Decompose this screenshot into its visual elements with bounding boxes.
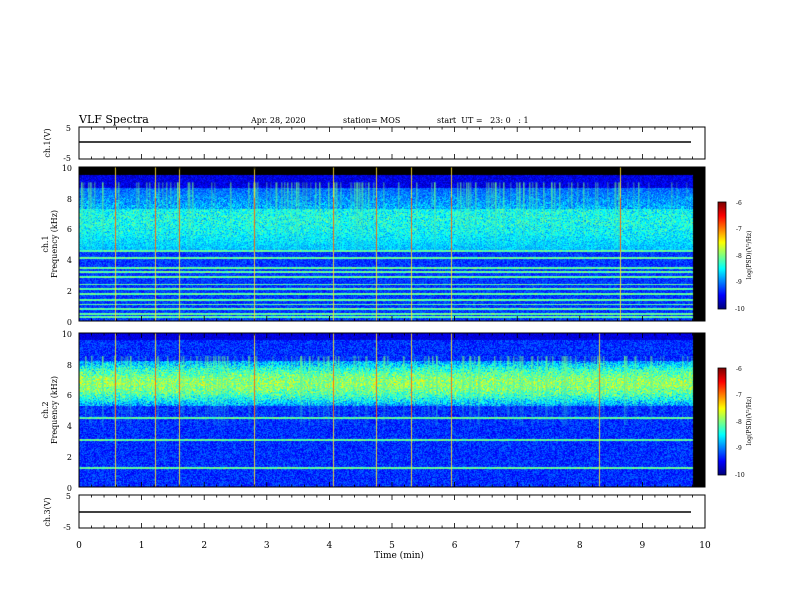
ch2-freq-tick-2: 2	[67, 453, 72, 462]
ch1-waveform-frame	[78, 126, 706, 160]
ch2-cbar-tick-m9: -9	[736, 445, 742, 452]
ch3-ytick-top: 5	[66, 492, 71, 501]
ch2-freq-tick-0: 0	[67, 484, 72, 493]
ch1-colorbar-frame	[717, 201, 727, 310]
ch1-cbar-tick-m10: -10	[735, 306, 745, 313]
ch1-spectrogram-ticks	[78, 167, 706, 321]
ch1-cbar-tick-m9: -9	[736, 279, 742, 286]
x-tick-1: 1	[139, 541, 145, 551]
date-label: Apr. 28, 2020	[250, 116, 306, 125]
ch1-spectrogram-holder	[79, 167, 705, 321]
ch3-ylabel: ch.3(V)	[43, 497, 52, 526]
ch1-freq-tick-6: 6	[67, 225, 72, 234]
ch2-ylabel-frequency: Frequency (kHz)	[50, 376, 59, 444]
ch1-ylabel-channel: ch.1	[41, 235, 50, 252]
ch2-colorbar-label: log(PSD)(V²/Hz)	[746, 397, 753, 446]
ch2-freq-tick-4: 4	[67, 422, 72, 431]
ch3-waveform-panel: 5 -5 ch.3(V)	[43, 492, 706, 532]
ch1-cbar-tick-m8: -8	[736, 253, 742, 260]
ch3-waveform-ticks	[78, 495, 706, 528]
ch2-ylabel-channel: ch.2	[41, 401, 50, 418]
ch2-cbar-tick-m8: -8	[736, 419, 742, 426]
start-time-label: start UT = 23: 0 : 1	[437, 116, 529, 125]
x-axis: 0 1 2 3 4 5 6 7 8 9 10 Time (min)	[76, 541, 711, 561]
ch1-freq-tick-8: 8	[67, 195, 72, 204]
ch1-cbar-tick-m6: -6	[736, 200, 742, 207]
x-tick-0: 0	[76, 541, 82, 551]
ch2-spectrogram-holder	[79, 333, 705, 487]
ch1-freq-tick-2: 2	[67, 287, 72, 296]
x-tick-2: 2	[201, 541, 207, 551]
ch1-cbar-tick-m7: -7	[736, 226, 742, 233]
x-tick-3: 3	[264, 541, 270, 551]
ch2-colorbar-frame	[717, 367, 727, 476]
ch2-cbar-tick-m7: -7	[736, 392, 742, 399]
ch1-colorbar-label: log(PSD)(V²/Hz)	[746, 231, 753, 280]
figure-title: VLF Spectra	[78, 113, 149, 126]
ch1-ytick-bottom: -5	[63, 154, 71, 163]
ch1-waveform-panel: 5 -5 ch.1(V)	[43, 124, 706, 163]
ch1-ytick-top: 5	[66, 124, 71, 133]
x-tick-5: 5	[389, 541, 395, 551]
ch2-freq-tick-10: 10	[62, 330, 72, 339]
ch1-spectrogram-panel: 0 2 4 6 8 10 ch.1 Frequency (kHz) -6 -7 …	[41, 164, 753, 327]
x-tick-6: 6	[452, 541, 458, 551]
x-tick-7: 7	[514, 541, 520, 551]
x-axis-label: Time (min)	[374, 550, 424, 561]
ch1-waveform-ticks	[78, 127, 706, 159]
ch2-freq-tick-8: 8	[67, 361, 72, 370]
ch2-cbar-tick-m10: -10	[735, 472, 745, 479]
ch1-colorbar-holder	[718, 202, 726, 309]
ch2-freq-tick-6: 6	[67, 391, 72, 400]
ch2-colorbar-holder	[718, 368, 726, 475]
ch2-spectrogram-panel: 0 2 4 6 8 10 ch.2 Frequency (kHz) -6 -7 …	[41, 330, 753, 493]
ch1-freq-tick-0: 0	[67, 318, 72, 327]
ch1-freq-tick-4: 4	[67, 256, 72, 265]
ch2-cbar-tick-m6: -6	[736, 366, 742, 373]
station-label: station= MOS	[343, 116, 400, 125]
x-tick-8: 8	[577, 541, 583, 551]
x-tick-9: 9	[640, 541, 646, 551]
ch1-freq-tick-10: 10	[62, 164, 72, 173]
ch3-ytick-bottom: -5	[63, 523, 71, 532]
x-tick-10: 10	[699, 541, 711, 551]
ch2-spectrogram-ticks	[78, 333, 706, 487]
ch1-ylabel-frequency: Frequency (kHz)	[50, 210, 59, 278]
x-tick-4: 4	[327, 541, 333, 551]
ch1-ylabel: ch.1(V)	[43, 128, 52, 157]
